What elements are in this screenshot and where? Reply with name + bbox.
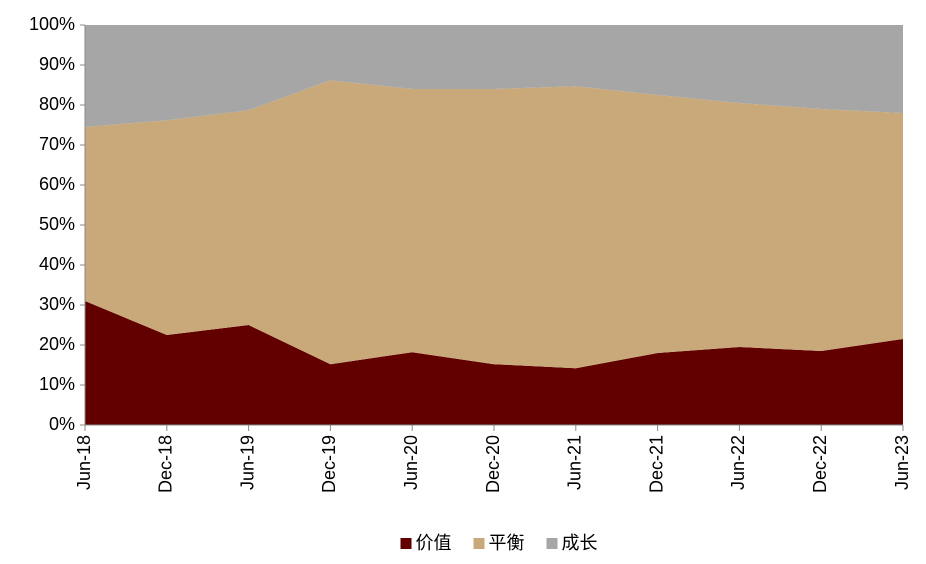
x-tick-label: Jun-19 — [237, 435, 257, 490]
legend-label: 成长 — [562, 533, 598, 553]
y-tick-label: 30% — [39, 294, 75, 314]
y-tick-label: 90% — [39, 54, 75, 74]
area — [85, 301, 903, 425]
legend-label: 平衡 — [489, 533, 525, 553]
x-tick-label: Dec-20 — [483, 435, 503, 493]
x-tick-label: Dec-22 — [810, 435, 830, 493]
legend: 价值 平衡 成长 — [400, 533, 598, 553]
x-tick-label: Dec-18 — [156, 435, 176, 493]
legend-swatch — [473, 538, 485, 549]
area — [85, 25, 903, 127]
y-tick-label: 80% — [39, 94, 75, 114]
x-tick-label: Jun-18 — [74, 435, 94, 490]
y-tick-label: 60% — [39, 174, 75, 194]
x-tick-label: Jun-22 — [728, 435, 748, 490]
legend-label: 价值 — [416, 533, 452, 553]
x-tick-label: Dec-19 — [319, 435, 339, 493]
x-tick-label: Jun-20 — [401, 435, 421, 490]
x-tick-label: Jun-23 — [892, 435, 912, 490]
x-tick-label: Jun-21 — [565, 435, 585, 490]
y-tick-label: 10% — [39, 374, 75, 394]
x-tick-label: Dec-21 — [646, 435, 666, 493]
y-tick-label: 20% — [39, 334, 75, 354]
y-tick-label: 100% — [29, 14, 75, 34]
legend-swatch — [546, 538, 558, 549]
y-tick-label: 70% — [39, 134, 75, 154]
legend-swatch — [400, 538, 412, 549]
y-tick-label: 40% — [39, 254, 75, 274]
y-tick-label: 50% — [39, 214, 75, 234]
y-tick-label: 0% — [49, 414, 75, 434]
area — [85, 80, 903, 369]
